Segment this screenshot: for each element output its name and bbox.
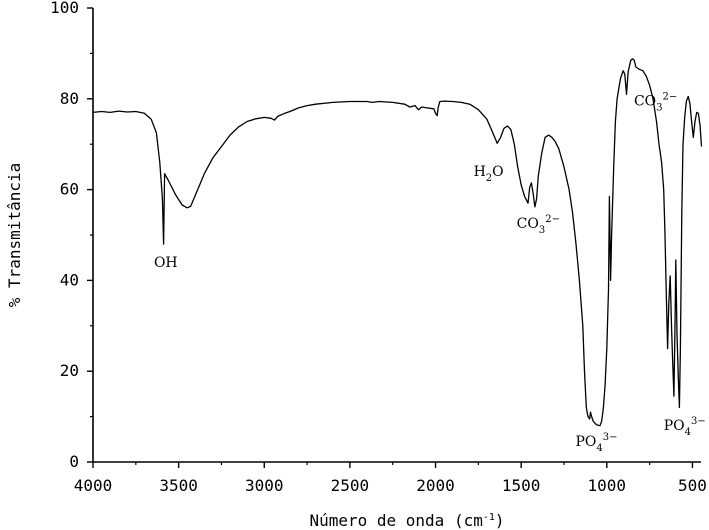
y-tick-label: 40 xyxy=(60,270,79,289)
y-tick-label: 100 xyxy=(50,0,79,17)
y-tick-label: 20 xyxy=(60,361,79,380)
x-tick-label: 4000 xyxy=(74,476,113,495)
y-tick-label: 0 xyxy=(69,452,79,471)
annotation-part: O xyxy=(492,164,503,180)
x-axis-title-part: Número de onda (cm xyxy=(309,511,482,530)
annotation-part: PO xyxy=(576,434,597,450)
x-axis-title: Número de onda (cm-1) xyxy=(309,511,504,530)
y-tick-label: 80 xyxy=(60,89,79,108)
annotation-po4-2: PO43− xyxy=(664,416,706,438)
x-tick-label: 500 xyxy=(678,476,707,495)
annotation-part: 3 xyxy=(539,225,545,236)
annotation-part: 4 xyxy=(596,443,602,454)
annotation-co3-2: CO32− xyxy=(634,92,677,114)
annotation-po4-1: PO43− xyxy=(576,432,618,454)
annotation-part: 2− xyxy=(663,92,678,103)
annotation-h2o: H2O xyxy=(474,164,504,184)
annotation-part: 2− xyxy=(545,214,560,225)
x-tick-label: 1500 xyxy=(502,476,541,495)
spectrum-line xyxy=(92,58,703,427)
x-axis-title-part: ) xyxy=(495,511,505,530)
y-tick-label: 60 xyxy=(60,180,79,199)
annotation-part: 3− xyxy=(691,416,706,427)
y-axis-title: % Transmitância xyxy=(5,163,24,308)
annotation-co3-1: CO32− xyxy=(517,214,560,236)
annotation-part: 3 xyxy=(656,103,662,114)
annotation-part: OH xyxy=(154,255,178,271)
x-tick-label: 3000 xyxy=(245,476,284,495)
annotation-part: H xyxy=(474,164,486,180)
series xyxy=(92,58,703,427)
x-tick-label: 2500 xyxy=(331,476,370,495)
x-tick-label: 1000 xyxy=(588,476,627,495)
annotation-part: CO xyxy=(634,94,656,110)
annotation-part: 3− xyxy=(603,432,618,443)
annotation-part: 4 xyxy=(685,427,691,438)
annotation-part: PO xyxy=(664,418,685,434)
annotation-part: 2 xyxy=(486,173,492,184)
x-tick-label: 2000 xyxy=(416,476,455,495)
annotation-oh: OH xyxy=(154,255,178,271)
annotation-part: CO xyxy=(517,216,539,232)
x-axis-title-part: -1 xyxy=(483,512,495,523)
x-tick-label: 3500 xyxy=(159,476,198,495)
